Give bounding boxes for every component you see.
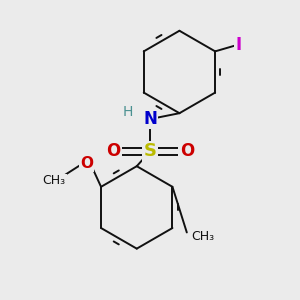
Text: CH₃: CH₃: [43, 174, 66, 188]
Text: S: S: [143, 142, 157, 160]
Text: O: O: [180, 142, 194, 160]
Text: N: N: [143, 110, 157, 128]
Text: O: O: [80, 156, 93, 171]
Text: CH₃: CH₃: [191, 230, 214, 243]
Text: I: I: [235, 37, 242, 55]
Text: H: H: [123, 105, 133, 119]
Text: O: O: [106, 142, 120, 160]
